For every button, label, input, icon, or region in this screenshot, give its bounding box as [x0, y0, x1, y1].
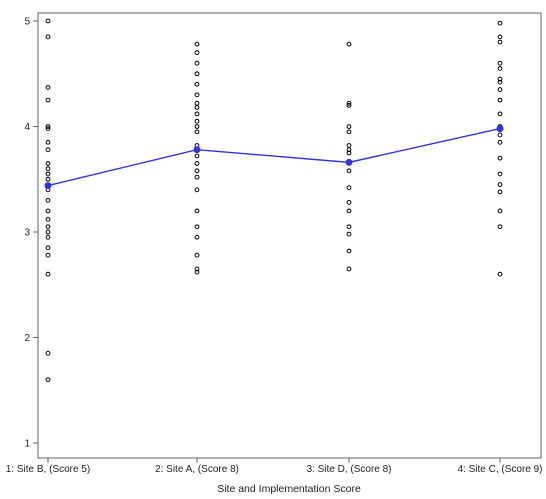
data-point — [346, 124, 352, 129]
data-point — [194, 187, 200, 193]
data-point — [497, 20, 503, 26]
data-point — [346, 224, 352, 230]
data-point — [45, 208, 51, 214]
data-point — [346, 168, 352, 174]
data-point — [346, 100, 352, 106]
data-point — [45, 224, 51, 230]
y-tick-label: 5 — [24, 17, 30, 28]
data-point — [45, 377, 51, 383]
x-tick-label: 2: Site A, (Score 8) — [155, 464, 239, 475]
data-point — [497, 208, 503, 214]
data-point — [45, 216, 51, 222]
data-point — [497, 171, 503, 177]
data-point — [194, 174, 200, 180]
data-point — [497, 132, 503, 138]
data-point — [45, 350, 51, 356]
data-point — [497, 271, 503, 277]
data-point — [194, 81, 200, 87]
data-point — [194, 234, 200, 240]
data-point — [194, 208, 200, 214]
data-point — [194, 153, 200, 159]
data-point — [497, 66, 503, 71]
data-point — [194, 105, 200, 110]
data-point — [45, 139, 51, 145]
data-point — [194, 252, 200, 258]
data-point — [45, 97, 51, 103]
data-point — [45, 229, 51, 235]
data-point — [45, 271, 51, 277]
data-point — [497, 97, 503, 103]
data-point — [194, 129, 200, 135]
data-point — [346, 41, 352, 47]
data-point — [194, 269, 200, 275]
data-point — [45, 166, 51, 172]
data-point — [497, 79, 503, 85]
data-point — [45, 147, 51, 153]
data-point — [194, 266, 200, 272]
data-point — [346, 208, 352, 214]
data-point — [497, 155, 503, 161]
mean-point — [496, 125, 504, 133]
data-point — [497, 189, 503, 195]
x-tick-label: 1: Site B, (Score 5) — [6, 464, 90, 475]
data-point — [497, 139, 503, 145]
data-point — [194, 50, 200, 56]
data-point — [346, 147, 352, 153]
data-point — [45, 171, 51, 177]
data-point — [497, 87, 503, 92]
data-point — [497, 224, 503, 230]
mean-point — [193, 146, 201, 154]
data-point — [497, 111, 503, 117]
mean-point — [345, 158, 353, 166]
data-point — [194, 168, 200, 174]
data-point — [194, 41, 200, 47]
data-point — [346, 150, 352, 156]
y-axis: 1 2 3 4 5 — [24, 17, 38, 450]
data-point — [45, 18, 51, 24]
data-point — [194, 92, 200, 98]
data-point — [194, 224, 200, 230]
data-point — [194, 118, 200, 124]
data-point — [497, 39, 503, 45]
data-point — [346, 248, 352, 254]
mean-line — [44, 125, 504, 190]
x-tick-label: 3: Site D, (Score 8) — [306, 464, 391, 475]
plot-area — [37, 12, 542, 459]
data-point — [497, 60, 503, 66]
data-point — [45, 252, 51, 258]
y-tick-label: 3 — [24, 228, 30, 239]
data-point — [194, 161, 200, 166]
data-point — [45, 34, 51, 40]
x-tick-label: 4: Site C, (Score 9) — [457, 464, 542, 475]
data-point — [497, 182, 503, 187]
data-point — [346, 200, 352, 205]
data-point — [346, 185, 352, 191]
data-point — [45, 234, 51, 240]
data-point — [45, 126, 51, 132]
y-tick-label: 2 — [24, 333, 30, 344]
data-point — [346, 129, 352, 135]
y-tick-label: 1 — [24, 439, 30, 450]
mean-point — [44, 182, 52, 190]
data-point — [45, 245, 51, 251]
data-point — [497, 76, 503, 82]
data-point — [45, 85, 51, 90]
data-point — [346, 266, 352, 272]
data-point — [346, 103, 352, 108]
data-point — [346, 231, 352, 237]
data-point — [45, 161, 51, 166]
data-point — [194, 60, 200, 66]
data-point — [194, 71, 200, 77]
data-point — [45, 124, 51, 129]
x-axis-title: Site and Implementation Score — [217, 483, 361, 495]
data-point — [194, 111, 200, 117]
mean-line-path — [47, 127, 501, 187]
data-point — [45, 176, 51, 182]
data-point — [497, 34, 503, 40]
y-tick-label: 4 — [24, 122, 30, 133]
data-point — [45, 197, 51, 203]
x-axis: 1: Site B, (Score 5) 2: Site A, (Score 8)… — [6, 458, 543, 475]
data-point — [194, 124, 200, 129]
